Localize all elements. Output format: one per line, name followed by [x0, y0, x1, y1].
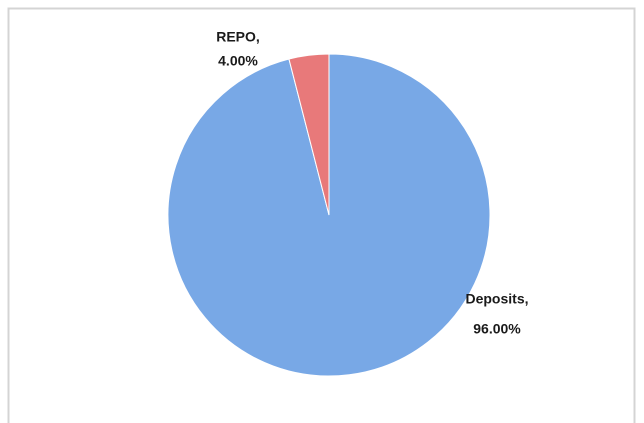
- slice-category-label: REPO,: [216, 29, 260, 45]
- slice-value-label: 96.00%: [473, 321, 521, 337]
- pie-slice: [288, 53, 330, 216]
- slice-value-label: 4.00%: [218, 53, 258, 69]
- slice-category-label: Deposits,: [465, 291, 528, 307]
